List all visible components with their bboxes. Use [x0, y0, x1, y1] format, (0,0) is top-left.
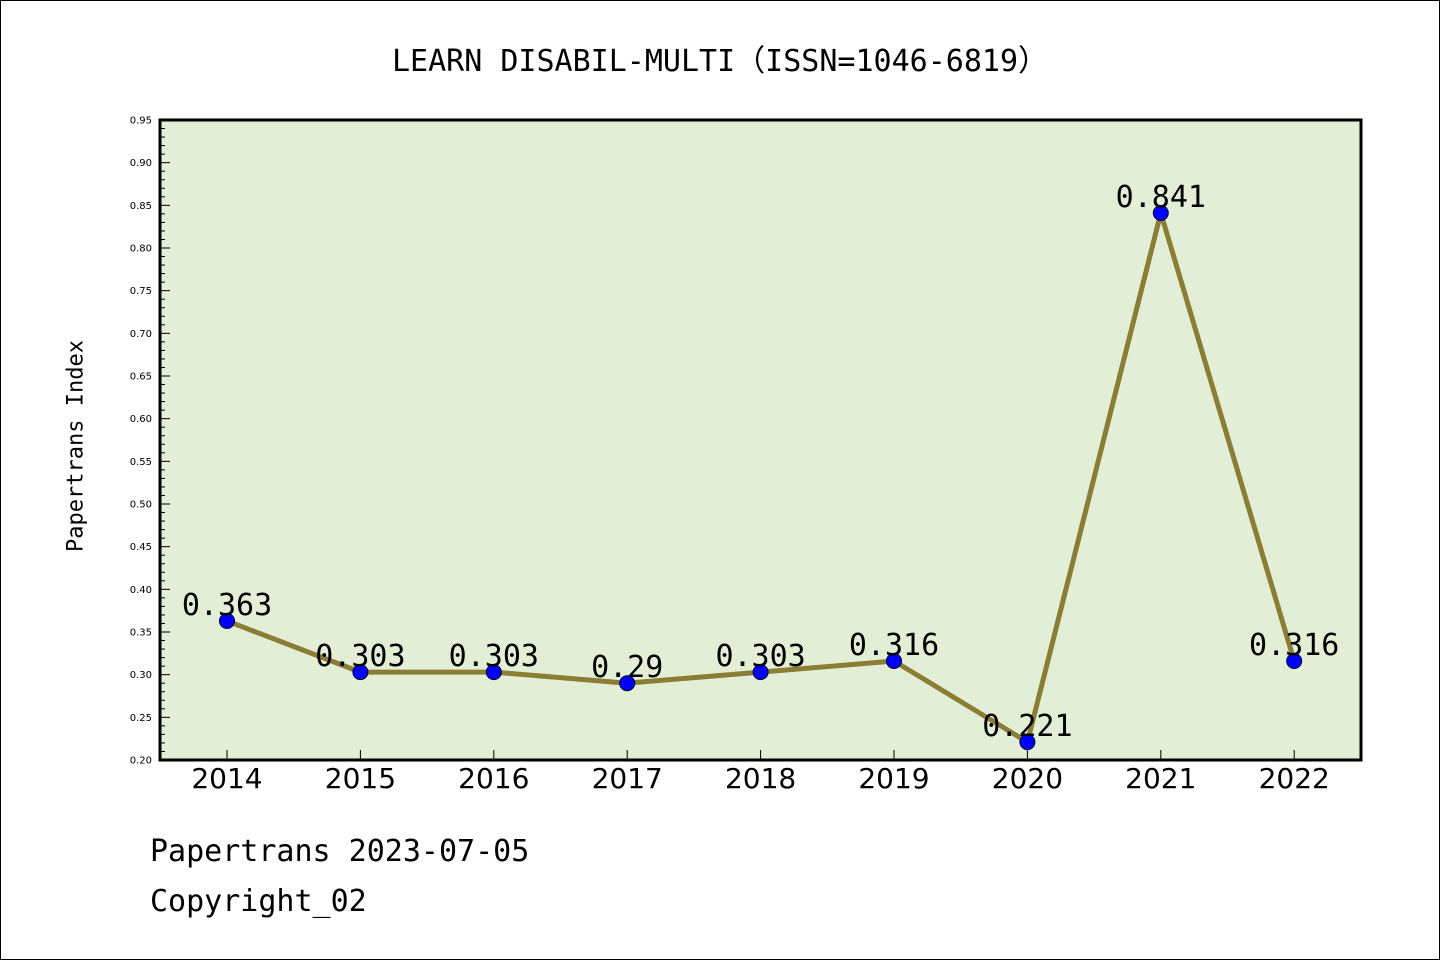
data-labels: 0.363 0.303 0.303 0.29 0.303 0.316 0.221 0.841 0…: [182, 180, 1340, 744]
data-label: 0.316: [849, 628, 939, 663]
data-label: 0.303: [315, 639, 405, 674]
data-label: 0.29: [591, 650, 663, 685]
data-point: [1152, 205, 1169, 222]
y-tick-label: 0.85: [130, 201, 152, 212]
x-tick-label: 2021: [1125, 762, 1196, 795]
data-label: 0.841: [1116, 180, 1206, 215]
data-point: [886, 653, 902, 670]
data-label: 0.316: [1249, 628, 1339, 663]
x-tick-label: 2022: [1259, 762, 1330, 795]
data-point: [352, 664, 369, 681]
y-tick-label: 0.70: [130, 329, 152, 340]
x-tick-label: 2018: [725, 762, 796, 795]
footer-copyright: Copyright_02: [150, 884, 367, 919]
data-label: 0.303: [449, 639, 539, 674]
x-tick-label: 2019: [858, 762, 929, 795]
plot-border: [158, 118, 1363, 762]
y-tick-label: 0.35: [130, 628, 152, 639]
data-point: [485, 664, 502, 681]
y-tick-label: 0.75: [130, 286, 152, 297]
y-tick-label: 0.65: [130, 372, 152, 383]
data-point: [1019, 734, 1036, 751]
y-tick-label: 0.20: [130, 756, 152, 767]
y-ticks: 0.20 0.25 0.30 0.35 0.40 0.45 0.50 0.55 0.60 0.65…: [130, 116, 170, 767]
data-point: [752, 664, 769, 681]
y-tick-label: 0.45: [130, 542, 152, 553]
y-tick-label: 0.50: [130, 500, 152, 511]
data-label: 0.303: [715, 639, 805, 674]
data-point: [619, 675, 636, 692]
footer-date: Papertrans 2023-07-05: [150, 834, 530, 869]
y-tick-label: 0.55: [130, 457, 152, 468]
data-point: [219, 612, 235, 629]
x-tick-label: 2014: [191, 762, 262, 795]
data-label: 0.221: [982, 709, 1072, 744]
y-tick-label: 0.25: [130, 713, 152, 724]
markers: [219, 205, 1303, 751]
y-tick-label: 0.40: [130, 585, 152, 596]
y-tick-label: 0.90: [130, 158, 152, 169]
y-tick-label: 0.30: [130, 670, 152, 681]
data-label: 0.363: [182, 588, 272, 623]
x-ticks: 2014 2015 2016 2017 2018 2019 2020 2021 2022: [191, 750, 1330, 795]
data-point: [1286, 653, 1303, 670]
chart-title: LEARN DISABIL-MULTI（ISSN=1046-6819）: [391, 44, 1049, 79]
y-tick-label: 0.60: [130, 414, 152, 425]
x-tick-label: 2017: [592, 762, 663, 795]
x-tick-label: 2020: [992, 762, 1063, 795]
y-tick-label: 0.80: [130, 244, 152, 255]
x-tick-label: 2016: [458, 762, 529, 795]
x-tick-label: 2015: [325, 762, 396, 795]
y-tick-label: 0.95: [130, 116, 152, 127]
plot-area: [160, 120, 1361, 760]
